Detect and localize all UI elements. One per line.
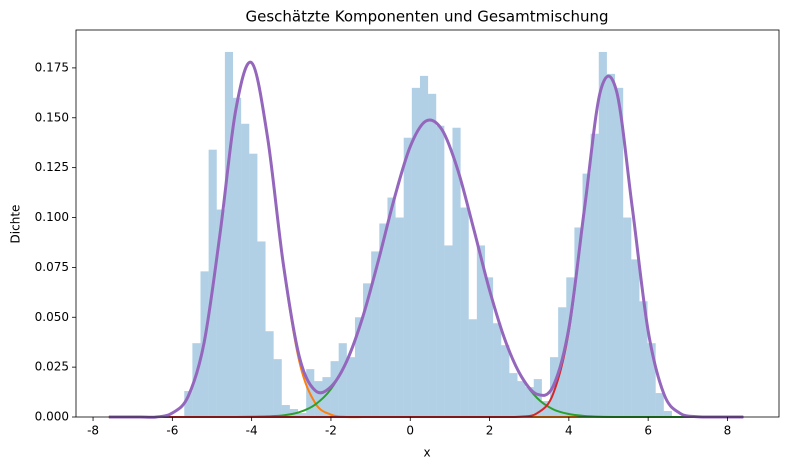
histogram-bar — [468, 319, 477, 417]
histogram-bar — [346, 357, 355, 417]
histogram-bar — [411, 87, 420, 417]
y-tick-label: 0.000 — [35, 410, 69, 424]
y-axis-label: Dichte — [9, 205, 23, 244]
histogram-bar — [233, 97, 242, 418]
x-tick-label: 4 — [565, 424, 573, 438]
histogram-bar — [606, 73, 616, 417]
histogram-bar — [582, 173, 591, 417]
histogram-bar — [444, 245, 453, 417]
histogram-bar — [224, 51, 234, 417]
histogram-bar — [241, 123, 250, 418]
histogram-bar — [363, 283, 372, 417]
histogram-bar — [590, 133, 599, 417]
histogram-bar — [273, 359, 282, 417]
histogram-bar — [379, 223, 388, 417]
y-tick-label: 0.125 — [35, 160, 69, 174]
histogram-bar — [428, 93, 437, 417]
histogram-bar — [338, 343, 347, 417]
y-tick-label: 0.025 — [35, 360, 69, 374]
histogram-bar — [663, 411, 672, 417]
y-tick-label: 0.150 — [35, 110, 69, 124]
histogram-bar — [403, 137, 412, 417]
histogram-bar — [298, 413, 307, 417]
histogram-bar — [460, 207, 469, 417]
histogram-bar — [265, 331, 274, 417]
histogram-bar — [436, 125, 445, 418]
histogram-bar — [655, 393, 664, 417]
x-tick-label: -8 — [87, 424, 99, 438]
histogram-bar — [330, 361, 339, 417]
histogram-bar — [249, 153, 258, 417]
histogram-bar — [517, 381, 526, 417]
histogram-bar — [395, 217, 404, 417]
x-tick-label: 6 — [644, 424, 652, 438]
histogram-bar — [354, 317, 364, 417]
chart-title: Geschätzte Komponenten und Gesamtmischun… — [246, 8, 609, 26]
x-axis-label: x — [423, 446, 430, 460]
histogram-bar — [647, 343, 656, 417]
histogram-bar — [598, 51, 607, 417]
histogram-bar — [387, 197, 396, 417]
histogram-bar — [322, 377, 331, 417]
x-tick-label: -6 — [166, 424, 178, 438]
x-tick-label: 0 — [406, 424, 414, 438]
histogram-bar — [484, 277, 494, 417]
histogram-bar — [615, 87, 624, 417]
histogram-bar — [509, 373, 518, 417]
histogram-bar — [566, 277, 575, 417]
histogram-bar — [631, 259, 640, 417]
x-tick-label: -4 — [246, 424, 258, 438]
histogram-bar — [525, 387, 534, 417]
histogram-bar — [476, 245, 485, 417]
histogram-bar — [184, 391, 193, 417]
histogram-bar — [281, 405, 290, 417]
x-tick-label: -2 — [325, 424, 337, 438]
histogram-bar — [574, 227, 583, 417]
histogram-bar — [192, 343, 201, 417]
histogram-bar — [216, 209, 225, 417]
histogram-bar — [623, 217, 632, 417]
histogram-bar — [541, 401, 551, 417]
density-curve — [108, 60, 744, 419]
histogram-bar — [419, 75, 429, 418]
y-tick-label: 0.075 — [35, 260, 69, 274]
histogram-bar — [371, 251, 380, 417]
x-tick-label: 2 — [486, 424, 494, 438]
histogram-bar — [501, 345, 510, 417]
histogram-bar — [257, 241, 266, 417]
y-tick-label: 0.175 — [35, 60, 69, 74]
y-tick-label: 0.100 — [35, 210, 69, 224]
histogram-bar — [493, 323, 502, 417]
x-tick-label: 8 — [724, 424, 732, 438]
histogram-bar — [639, 301, 648, 417]
histogram-bar — [314, 381, 323, 417]
histogram-bar — [452, 127, 461, 417]
plot-frame — [75, 29, 780, 418]
y-tick-label: 0.050 — [35, 310, 69, 324]
